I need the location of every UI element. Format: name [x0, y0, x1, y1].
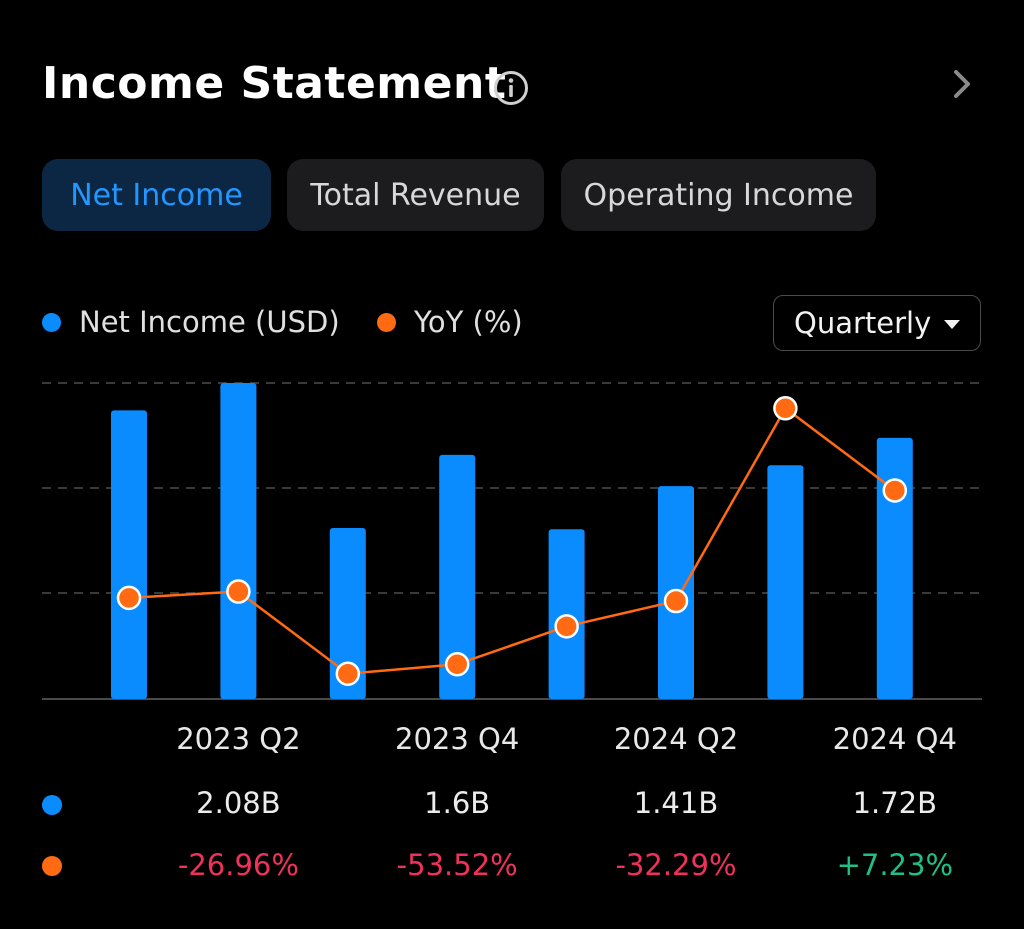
chevron-down-icon	[944, 320, 960, 329]
bar-3	[329, 527, 366, 699]
page-title: Income Statement	[42, 58, 507, 109]
bar-8	[876, 437, 913, 699]
yoy-point-8	[882, 478, 908, 503]
x-tick-label: 2024 Q4	[832, 722, 957, 756]
x-tick-label: 2023 Q4	[395, 722, 520, 756]
yoy-point-3	[335, 661, 361, 686]
bar-1	[111, 410, 147, 699]
row-line-dot	[42, 856, 62, 876]
period-select-value: Quarterly	[794, 306, 932, 340]
bar-2	[220, 383, 257, 699]
yoy-point-1	[116, 585, 142, 611]
tab-net-income[interactable]: Net Income	[42, 159, 271, 231]
legend-net-income: Net Income (USD)	[42, 305, 340, 339]
legend-line-dot	[377, 312, 396, 332]
income-chart	[42, 382, 982, 700]
period-select[interactable]: Quarterly	[773, 295, 981, 351]
chevron-right-icon[interactable]	[948, 66, 976, 102]
yoy-point-6	[663, 588, 689, 614]
legend-yoy: YoY (%)	[377, 305, 523, 339]
yoy-point-5	[554, 614, 579, 639]
yoy-value: -53.52%	[396, 848, 518, 882]
legend-bar-label: Net Income (USD)	[79, 305, 340, 339]
x-tick-label: 2024 Q2	[613, 722, 739, 756]
net-income-value: 1.6B	[424, 786, 491, 820]
legend-bar-dot	[42, 312, 61, 332]
tab-total-revenue[interactable]: Total Revenue	[287, 159, 544, 231]
row-bar-dot	[42, 795, 62, 815]
yoy-point-4	[444, 651, 470, 677]
yoy-point-7	[773, 396, 798, 421]
tab-operating-income[interactable]: Operating Income	[561, 159, 876, 231]
yoy-line	[128, 406, 896, 676]
yoy-value: +7.23%	[836, 848, 954, 882]
bar-7	[767, 465, 804, 699]
x-tick-label: 2023 Q2	[176, 722, 301, 756]
net-income-value: 1.72B	[852, 786, 938, 820]
legend-line-label: YoY (%)	[414, 305, 523, 339]
bar-4	[439, 454, 476, 699]
yoy-point-2	[226, 579, 251, 604]
yoy-value: -26.96%	[177, 848, 299, 882]
yoy-value: -32.29%	[615, 848, 737, 882]
net-income-value: 2.08B	[196, 786, 281, 820]
net-income-value: 1.41B	[633, 786, 719, 820]
info-icon[interactable]	[493, 70, 529, 106]
